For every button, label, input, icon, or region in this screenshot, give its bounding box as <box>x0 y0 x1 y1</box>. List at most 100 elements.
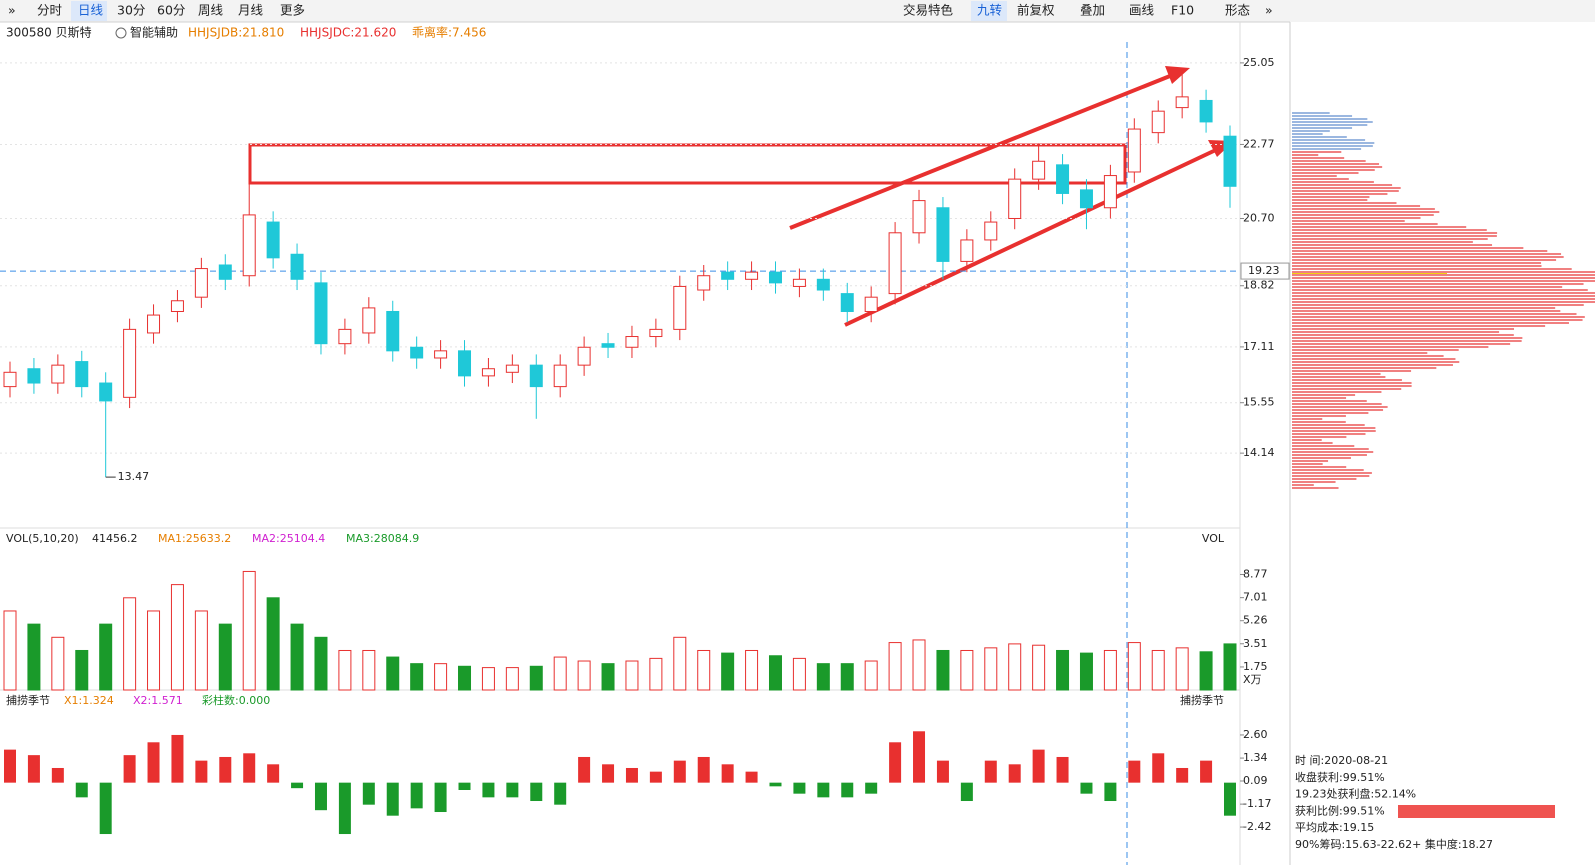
indicator-bar <box>51 767 64 783</box>
crosshair-label-box <box>1240 262 1290 280</box>
chip-bar <box>1292 139 1366 141</box>
candle-body <box>218 264 232 280</box>
volume-bar <box>960 649 974 691</box>
indicator-bar <box>1104 782 1117 802</box>
chip-bar <box>1292 373 1381 375</box>
chip-bar <box>1292 397 1347 399</box>
chip-bar <box>1292 349 1459 351</box>
toolbar-tab[interactable]: 周线 <box>198 3 224 18</box>
volume-bar <box>888 642 902 691</box>
chip-bar <box>1292 304 1584 306</box>
readout: MA3:28084.9 <box>346 532 419 545</box>
chip-bar <box>1292 427 1376 429</box>
candle-body <box>434 350 448 359</box>
chip-bar <box>1292 313 1577 315</box>
y-tick-label: -2.42 <box>1243 820 1271 833</box>
indicator-bar <box>625 767 638 783</box>
expand-icon[interactable]: » <box>8 3 16 18</box>
chip-bar <box>1292 196 1370 198</box>
info-line: 19.23处获利盘:52.14% <box>1295 787 1416 801</box>
volume-bar <box>99 623 113 691</box>
assist-label[interactable]: 智能辅助 <box>130 25 178 40</box>
volume-bar <box>553 656 567 691</box>
axis-name: 捕捞季节 <box>1180 693 1224 707</box>
toolbar-button[interactable]: 前复权 <box>1017 3 1055 18</box>
y-tick-label: -1.17 <box>1243 797 1271 810</box>
indicator: HHJSJDC:21.620 <box>300 26 396 40</box>
candle-body <box>840 293 854 312</box>
y-tick-label: 22.77 <box>1243 137 1275 150</box>
chip-bar <box>1292 343 1511 345</box>
info-line: 平均成本:19.15 <box>1295 820 1374 834</box>
candle-body <box>649 328 663 338</box>
toolbar-button[interactable]: 九转 <box>977 3 1002 18</box>
candle-body <box>1008 178 1022 219</box>
chip-bar <box>1292 478 1357 480</box>
chip-bar <box>1292 232 1498 234</box>
arrow-head <box>1165 66 1190 84</box>
axis-unit: X万 <box>1243 673 1262 686</box>
readout: MA1:25633.2 <box>158 532 231 545</box>
tab-selected <box>971 1 1007 21</box>
indicator-bar <box>291 782 304 789</box>
chip-bar <box>1292 394 1356 396</box>
indicator-bar <box>27 755 40 783</box>
indicator-bar <box>1224 782 1236 816</box>
toolbar-button[interactable]: 交易特色 <box>903 3 954 18</box>
chip-bar <box>1292 307 1556 309</box>
toolbar-button[interactable]: 叠加 <box>1080 3 1105 18</box>
candle-body <box>386 310 400 352</box>
volume-bar <box>745 649 759 691</box>
indicator-bar <box>984 760 997 783</box>
volume-bar <box>1032 644 1046 691</box>
chip-bar <box>1292 463 1323 465</box>
assist-icon[interactable] <box>115 27 127 39</box>
chip-bar <box>1292 184 1393 186</box>
candle-body <box>1223 135 1237 187</box>
candle-body <box>1079 189 1093 209</box>
chip-bar <box>1292 466 1347 468</box>
chip-bar <box>1292 403 1382 405</box>
toolbar-tab[interactable]: 更多 <box>280 3 305 18</box>
indicator: 乖离率:7.456 <box>412 25 486 40</box>
toolbar-tab[interactable]: 日线 <box>78 3 104 18</box>
chip-bar <box>1292 265 1542 267</box>
chip-bar <box>1292 223 1438 225</box>
chip-bar <box>1292 268 1572 270</box>
chip-bar <box>1292 178 1349 180</box>
box-annotation <box>248 143 1127 185</box>
volume-bar <box>864 660 878 691</box>
panel-title: 捕捞季节 <box>6 693 50 707</box>
indicator-bar <box>936 760 949 783</box>
toolbar-tab[interactable]: 30分 <box>117 3 145 18</box>
candle-body <box>577 346 591 366</box>
candle-body <box>697 275 711 291</box>
candle-body <box>458 350 472 377</box>
candle-body <box>1199 99 1213 123</box>
toolbar-tab[interactable]: 月线 <box>238 3 264 18</box>
expand-icon[interactable]: » <box>1265 3 1273 18</box>
chip-bar <box>1292 460 1329 462</box>
chip-bar <box>1292 277 1595 279</box>
candle-body <box>529 364 543 388</box>
chip-bar <box>1292 316 1585 318</box>
toolbar-button[interactable]: 形态 <box>1225 3 1250 18</box>
toolbar-button[interactable]: 画线 <box>1129 3 1155 18</box>
toolbar-tab[interactable]: 分时 <box>37 3 63 18</box>
chip-bar <box>1292 259 1557 261</box>
candle-body <box>1175 96 1189 109</box>
y-tick-label: 15.55 <box>1243 396 1275 409</box>
toolbar-button[interactable]: F10 <box>1171 3 1194 18</box>
indicator-bar <box>171 734 184 783</box>
toolbar-tab[interactable]: 60分 <box>157 3 185 18</box>
chip-bar <box>1292 202 1397 204</box>
chip-bar <box>1292 310 1561 312</box>
indicator-bar <box>434 782 447 813</box>
chip-bar <box>1292 340 1522 342</box>
indicator-bar <box>960 782 973 802</box>
indicator-bar <box>1128 760 1141 783</box>
chip-bar <box>1292 355 1444 357</box>
readout: X1:1.324 <box>64 694 114 707</box>
indicator-bar <box>386 782 399 816</box>
chip-bar <box>1292 127 1353 129</box>
